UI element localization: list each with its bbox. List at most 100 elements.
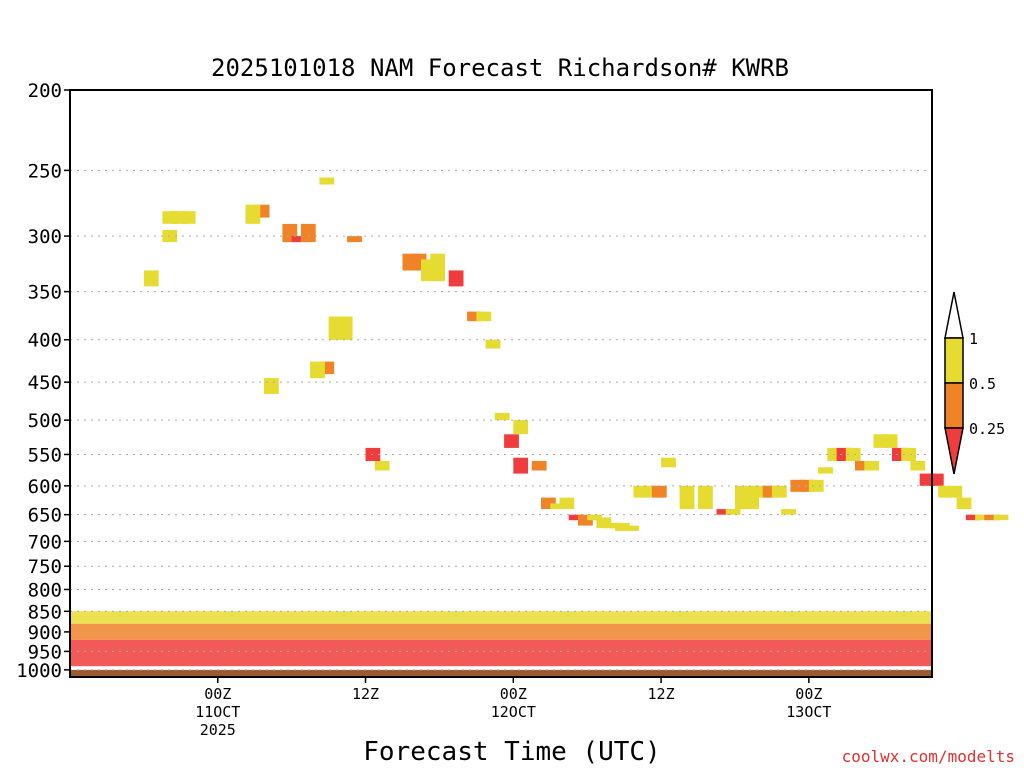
x-tick-label: 2025 — [200, 721, 236, 739]
boundary-layer-band — [70, 623, 932, 640]
data-cell — [578, 514, 593, 526]
data-cell — [698, 485, 713, 510]
data-cell — [716, 509, 732, 515]
credit-text: coolwx.com/modelts — [842, 747, 1015, 766]
data-cell — [984, 514, 1000, 521]
data-cell — [633, 485, 649, 498]
x-tick-label: 00Z — [204, 685, 231, 703]
data-cell — [614, 522, 630, 531]
data-cell — [882, 434, 898, 448]
data-cell — [430, 253, 445, 282]
y-tick-label: 750 — [28, 556, 62, 578]
data-cell — [291, 236, 307, 243]
y-tick-label: 900 — [28, 622, 62, 644]
y-tick-label: 450 — [28, 372, 62, 394]
x-tick-label: 00Z — [500, 685, 527, 703]
boundary-layer-band — [70, 639, 932, 667]
data-cell — [771, 485, 787, 498]
legend-arrow-bottom — [944, 427, 964, 475]
data-cell — [143, 270, 159, 287]
data-cell — [624, 525, 639, 531]
data-cell — [568, 514, 584, 521]
data-cell — [374, 461, 390, 471]
data-cell — [642, 485, 658, 498]
y-tick-label: 650 — [28, 505, 62, 527]
data-cell — [504, 434, 519, 448]
data-cell — [965, 514, 981, 521]
data-cell — [448, 270, 464, 287]
data-cell — [494, 412, 510, 421]
data-cell — [808, 479, 824, 492]
x-tick-label: 12Z — [648, 685, 675, 703]
data-cell — [467, 311, 482, 322]
data-cell — [993, 514, 1009, 521]
data-cell — [938, 485, 953, 498]
data-cell — [661, 457, 676, 468]
data-cell — [781, 509, 796, 515]
data-cell — [651, 485, 667, 498]
y-tick-label: 700 — [28, 531, 62, 553]
legend-label: 0.25 — [969, 420, 1005, 438]
y-tick-label: 250 — [28, 160, 62, 182]
data-cell — [596, 517, 612, 529]
y-tick-label: 800 — [28, 579, 62, 601]
data-cell — [513, 420, 529, 435]
data-cell — [975, 514, 990, 521]
data-cell — [910, 461, 926, 471]
data-cell — [337, 316, 353, 340]
data-cell — [476, 311, 492, 322]
data-cell — [245, 204, 261, 224]
ground-strip — [70, 669, 932, 677]
data-cell — [725, 509, 741, 515]
legend-label: 1 — [969, 330, 978, 348]
y-tick-label: 500 — [28, 410, 62, 432]
y-tick-label: 550 — [28, 444, 62, 466]
y-tick-label: 350 — [28, 282, 62, 304]
data-cell — [531, 461, 547, 471]
boundary-layer-band — [70, 611, 932, 624]
legend-label: 0.5 — [969, 375, 996, 393]
data-cell — [587, 514, 602, 521]
y-tick-label: 300 — [28, 226, 62, 248]
x-tick-label: 12OCT — [491, 703, 536, 721]
data-cell — [947, 485, 963, 498]
data-cell — [180, 211, 196, 224]
data-cell — [300, 223, 316, 243]
data-cell — [753, 485, 769, 498]
y-tick-label: 400 — [28, 330, 62, 352]
data-cell — [762, 485, 778, 498]
x-tick-label: 13OCT — [786, 703, 831, 721]
data-cell — [310, 361, 325, 379]
data-cell — [845, 447, 861, 461]
data-cell — [513, 457, 529, 474]
data-cell — [818, 467, 833, 474]
data-cell — [485, 339, 501, 349]
legend-swatch-high — [944, 337, 964, 384]
x-tick-label: 11OCT — [195, 703, 240, 721]
data-cell — [864, 461, 880, 471]
y-tick-labels: 200 250 300 350 400 450 500 550 600 650 700 7508008… — [16, 80, 70, 682]
plot-frame — [69, 89, 933, 678]
y-tick-label: 600 — [28, 476, 62, 498]
data-cell — [855, 461, 870, 471]
chart-title: 2025101018 NAM Forecast Richardson# KWRB — [211, 54, 789, 82]
x-axis-label: Forecast Time (UTC) — [363, 737, 660, 767]
data-cell — [319, 177, 335, 185]
data-cell — [347, 236, 362, 243]
y-tick-label: 850 — [28, 601, 62, 623]
legend-swatch-mid — [944, 382, 964, 429]
y-tick-label: 200 — [28, 80, 62, 102]
y-tick-label: 950 — [28, 641, 62, 663]
data-cell — [956, 497, 972, 509]
data-cell — [901, 447, 916, 461]
data-cell — [264, 378, 279, 394]
gridlines — [70, 89, 932, 671]
legend: 1 0.5 0.25 — [944, 291, 1005, 475]
data-cell — [541, 497, 556, 509]
data-cell — [550, 503, 566, 510]
data-cells — [70, 177, 1009, 677]
x-tick-label: 00Z — [795, 685, 822, 703]
legend-arrow-top — [944, 291, 964, 339]
